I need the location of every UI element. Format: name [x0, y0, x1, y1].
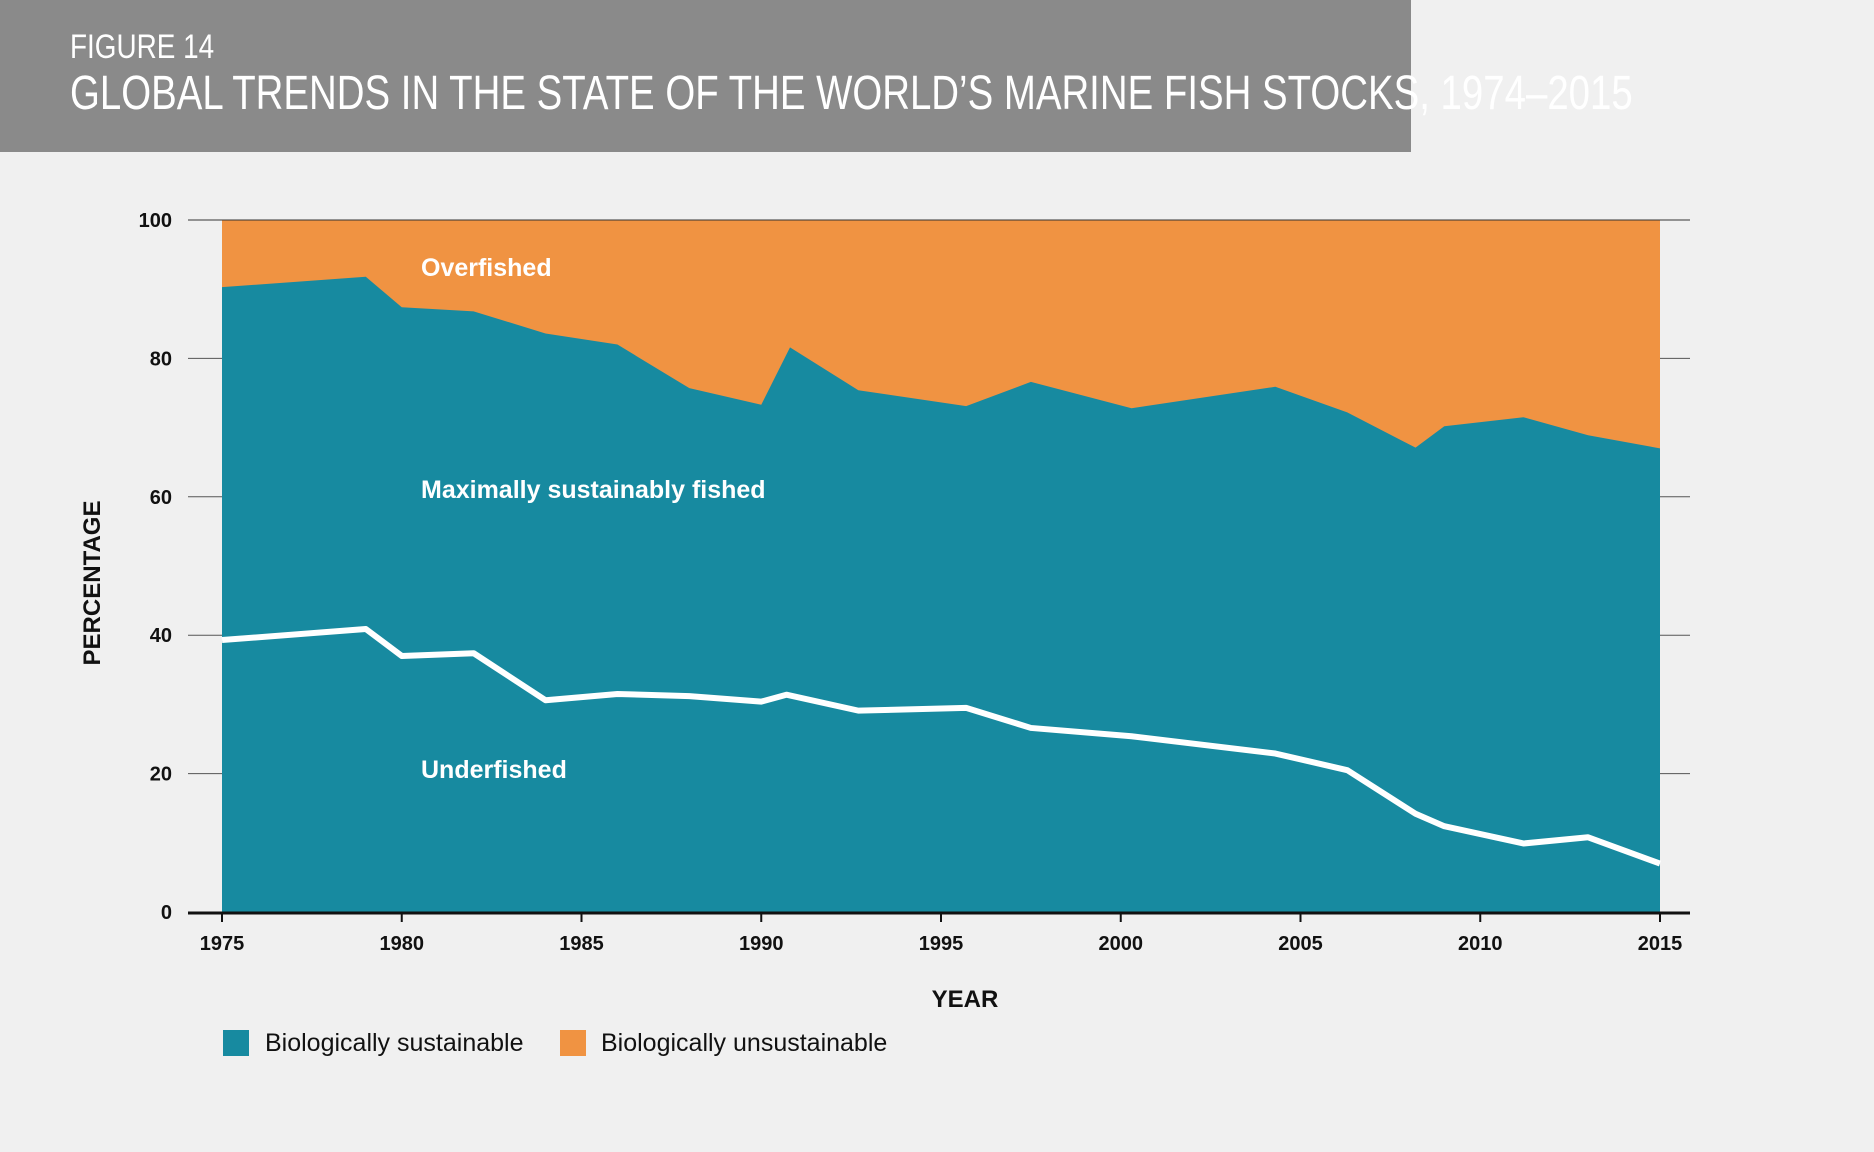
x-tick-label: 1990 — [739, 933, 784, 955]
legend-label-sustainable: Biologically sustainable — [265, 1029, 523, 1057]
y-tick-label: 20 — [150, 764, 172, 786]
figure-header: FIGURE 14 GLOBAL TRENDS IN THE STATE OF … — [0, 0, 1633, 152]
x-tick-labels: 1975 1980 1985 1990 1995 2000 2005 2010 2015 — [200, 913, 1683, 955]
legend-label-unsustainable: Biologically unsustainable — [601, 1029, 887, 1057]
x-tick-label: 1995 — [919, 933, 964, 955]
underfished-label: Underfished — [421, 756, 567, 784]
figure-label: FIGURE 14 — [70, 28, 215, 66]
x-axis-title: YEAR — [932, 986, 999, 1013]
y-tick-label: 60 — [150, 487, 172, 509]
overfished-label: Overfished — [421, 254, 552, 282]
y-tick-label: 0 — [161, 902, 172, 924]
y-axis-title: PERCENTAGE — [79, 501, 106, 666]
figure-title: GLOBAL TRENDS IN THE STATE OF THE WORLD’… — [70, 67, 1633, 120]
x-tick-label: 1975 — [200, 933, 245, 955]
legend: Biologically sustainable Biologically un… — [223, 1029, 887, 1057]
grid-lines-right — [188, 219, 1690, 775]
x-tick-label: 2000 — [1099, 933, 1144, 955]
x-tick-label: 1980 — [380, 933, 425, 955]
x-tick-label: 2010 — [1458, 933, 1503, 955]
legend-swatch-sustainable — [223, 1030, 249, 1056]
y-tick-label: 100 — [139, 210, 172, 232]
x-tick-label: 2015 — [1638, 933, 1683, 955]
sustainable-area — [222, 276, 1660, 912]
maximally-label: Maximally sustainably fished — [421, 476, 766, 504]
x-tick-label: 1985 — [559, 933, 604, 955]
x-tick-label: 2005 — [1278, 933, 1323, 955]
underfished-line — [221, 625, 1662, 867]
grid-lines — [188, 219, 222, 775]
legend-swatch-unsustainable — [560, 1030, 586, 1056]
y-tick-label: 80 — [150, 348, 172, 370]
y-tick-labels: 0 20 40 60 80 100 — [139, 210, 172, 924]
y-tick-label: 40 — [150, 625, 172, 647]
